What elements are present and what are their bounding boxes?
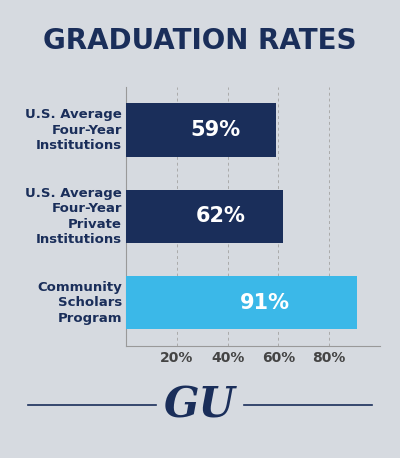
Text: 91%: 91% (240, 293, 290, 313)
Text: 59%: 59% (191, 120, 241, 140)
Text: U.S. Average
Four-Year
Private
Institutions: U.S. Average Four-Year Private Instituti… (25, 187, 122, 246)
Bar (126, 104, 276, 157)
Text: Community
Scholars
Program: Community Scholars Program (37, 281, 122, 325)
Text: GU: GU (164, 384, 236, 426)
Bar (126, 190, 284, 243)
Text: GRADUATION RATES: GRADUATION RATES (43, 27, 357, 55)
Bar (126, 276, 357, 329)
Text: U.S. Average
Four-Year
Institutions: U.S. Average Four-Year Institutions (25, 108, 122, 152)
Text: 62%: 62% (196, 207, 246, 226)
